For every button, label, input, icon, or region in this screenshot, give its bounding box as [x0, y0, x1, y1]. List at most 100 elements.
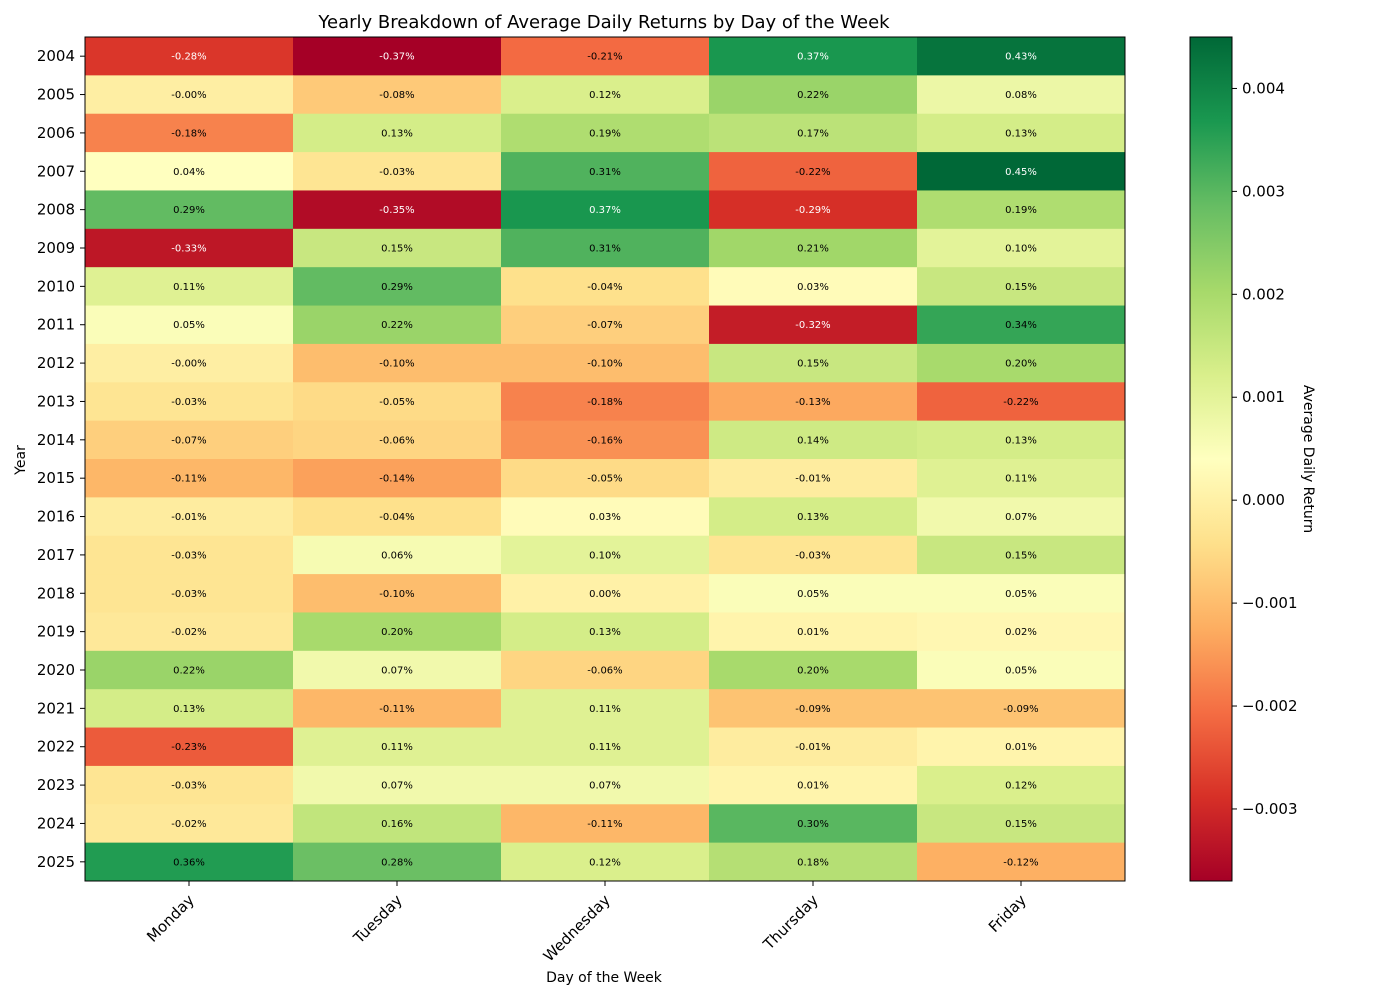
heatmap-cell [293, 228, 502, 268]
cell-value-label: 0.30% [797, 819, 829, 830]
heatmap-cell [293, 689, 502, 729]
cell-value-label: 0.00% [589, 589, 621, 600]
heatmap-cell [85, 612, 294, 652]
heatmap-cell [501, 305, 710, 345]
cell-value-label: 0.17% [797, 128, 829, 139]
heatmap-cell [293, 382, 502, 422]
cell-value-label: 0.37% [589, 205, 621, 216]
heatmap-cell [709, 727, 918, 767]
heatmap-cell [293, 459, 502, 498]
heatmap-cell [917, 574, 1126, 613]
heatmap-cell [85, 535, 294, 575]
cell-value-label: 0.05% [1005, 666, 1037, 677]
heatmap-cell [709, 689, 918, 729]
cell-value-label: -0.29% [795, 205, 830, 216]
heatmap-cell [85, 765, 294, 805]
cell-value-label: 0.04% [173, 167, 205, 178]
cell-value-label: 0.14% [797, 435, 829, 446]
heatmap-cell [85, 190, 294, 230]
cell-value-label: 0.29% [173, 205, 205, 216]
heatmap-cell [917, 804, 1126, 844]
cell-value-label: -0.22% [795, 167, 830, 178]
colorbar-tick-label: 0.001 [1242, 388, 1285, 406]
heatmap-cell [85, 343, 294, 383]
y-tick-label: 2025 [37, 853, 75, 871]
heatmap-cell [293, 75, 502, 115]
heatmap-cell [709, 152, 918, 191]
heatmap-cell [293, 190, 502, 230]
cell-value-label: 0.31% [589, 167, 621, 178]
cell-value-label: 0.13% [1005, 128, 1037, 139]
cell-value-label: -0.10% [379, 589, 414, 600]
heatmap-cell [917, 267, 1126, 307]
colorbar-axis: −0.003 −0.002 −0.001 0.000 0.001 0.002 0.003 0.… [1232, 79, 1298, 818]
heatmap-cell [85, 689, 294, 729]
cell-value-label: 0.03% [589, 512, 621, 523]
cell-value-label: 0.20% [381, 627, 413, 638]
colorbar [1189, 36, 1233, 882]
cell-value-label: 0.15% [381, 244, 413, 255]
y-tick-label: 2020 [37, 661, 75, 679]
cell-value-label: -0.28% [171, 52, 206, 63]
heatmap-cell [709, 267, 918, 307]
heatmap-cell [917, 535, 1126, 575]
y-tick-label: 2017 [37, 546, 75, 564]
cell-value-label: -0.03% [171, 550, 206, 561]
cell-value-label: 0.43% [1005, 52, 1037, 63]
y-tick-label: 2019 [37, 623, 75, 641]
cell-value-label: -0.03% [379, 167, 414, 178]
cell-value-label: -0.05% [587, 474, 622, 485]
cell-value-label: -0.35% [379, 205, 414, 216]
cell-value-label: -0.01% [795, 742, 830, 753]
heatmap-cell [709, 190, 918, 230]
heatmap-cell [85, 37, 294, 76]
heatmap-cell [917, 228, 1126, 268]
y-tick-label: 2005 [37, 86, 75, 104]
heatmap-cell [293, 113, 502, 153]
cell-value-label: -0.22% [1003, 397, 1038, 408]
cell-value-label: -0.06% [379, 435, 414, 446]
heatmap-cell [85, 420, 294, 460]
heatmap-cell [293, 765, 502, 805]
heatmap-cell [85, 228, 294, 268]
cell-value-label: 0.11% [173, 282, 205, 293]
x-tick-label: Wednesday [540, 891, 614, 965]
cell-value-label: 0.07% [1005, 512, 1037, 523]
x-tick-label: Thursday [759, 891, 822, 954]
cell-value-label: -0.21% [587, 52, 622, 63]
cell-value-label: -0.37% [379, 52, 414, 63]
heatmap-cell [709, 420, 918, 460]
heatmap-cell [917, 37, 1126, 76]
x-tick-label: Tuesday [349, 891, 406, 948]
cell-value-label: -0.03% [171, 781, 206, 792]
cell-value-label: 0.02% [1005, 627, 1037, 638]
cell-value-label: 0.12% [589, 90, 621, 101]
cell-value-label: -0.07% [587, 320, 622, 331]
heatmap-cell [85, 267, 294, 307]
cell-value-label: 0.05% [173, 320, 205, 331]
cell-value-label: 0.22% [381, 320, 413, 331]
cell-value-label: 0.31% [589, 244, 621, 255]
heatmap-cell [501, 804, 710, 844]
cell-value-label: 0.29% [381, 282, 413, 293]
cell-value-label: 0.15% [797, 359, 829, 370]
heatmap-cell [709, 842, 918, 882]
heatmap-cell [293, 305, 502, 345]
cell-value-label: 0.13% [381, 128, 413, 139]
y-tick-label: 2014 [37, 431, 75, 449]
heatmap-cell [709, 113, 918, 153]
heatmap-cell [709, 497, 918, 537]
heatmap-cell [501, 152, 710, 191]
heatmap-cell [709, 650, 918, 690]
cell-value-label: 0.15% [1005, 819, 1037, 830]
y-tick-label: 2009 [37, 239, 75, 257]
cell-value-label: 0.12% [1005, 781, 1037, 792]
heatmap-cell [501, 382, 710, 422]
heatmap-cell [293, 343, 502, 383]
heatmap-cell [709, 37, 918, 76]
cell-value-label: 0.06% [381, 550, 413, 561]
cell-value-label: 0.18% [797, 857, 829, 868]
chart-title: Yearly Breakdown of Average Daily Return… [317, 12, 890, 33]
colorbar-label: Average Daily Return [1300, 385, 1316, 533]
y-tick-label: 2018 [37, 584, 75, 602]
